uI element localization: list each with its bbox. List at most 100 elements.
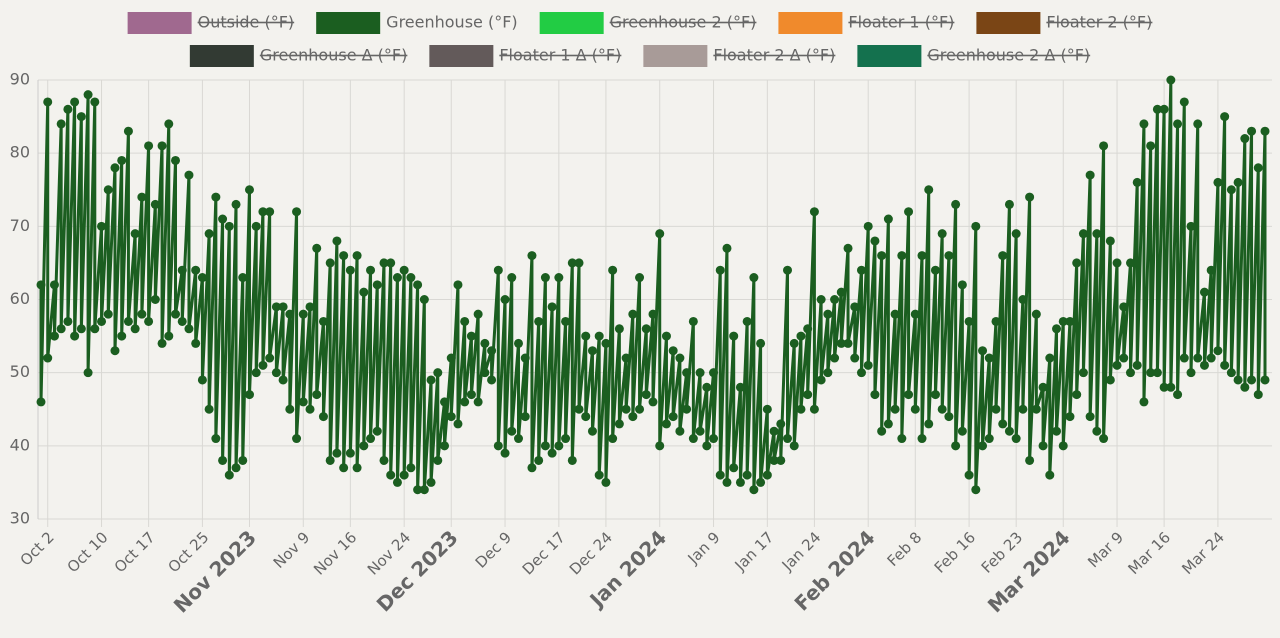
data-point [527, 251, 537, 261]
data-point [897, 434, 907, 444]
data-point [534, 316, 544, 326]
legend-item[interactable]: Floater 2 (°F) [976, 12, 1152, 34]
legend-item[interactable]: Greenhouse (°F) [316, 12, 518, 34]
data-point [587, 346, 597, 356]
data-point [776, 419, 786, 429]
data-point [567, 258, 577, 268]
data-point [1078, 368, 1088, 378]
data-point [924, 185, 934, 195]
legend-item[interactable]: Floater 1 Δ (°F) [429, 45, 621, 67]
data-point [641, 390, 651, 400]
data-point [1253, 163, 1263, 173]
legend-item[interactable]: Greenhouse Δ (°F) [189, 45, 408, 67]
data-point [628, 412, 638, 422]
legend-swatch [778, 12, 843, 34]
data-point [56, 119, 66, 129]
data-point [628, 309, 638, 319]
data-point [709, 368, 719, 378]
data-point [581, 412, 591, 422]
data-point [930, 265, 940, 275]
data-point [1119, 302, 1129, 312]
data-point [1253, 390, 1263, 400]
data-point [1004, 426, 1014, 436]
data-point [1247, 375, 1257, 385]
data-point [487, 375, 497, 385]
data-point [601, 477, 611, 487]
data-point [836, 338, 846, 348]
legend-item[interactable]: Floater 2 Δ (°F) [643, 45, 835, 67]
data-point [668, 412, 678, 422]
x-tick-label: Dec 9 [472, 528, 515, 571]
data-point [1119, 353, 1129, 363]
data-point [991, 316, 1001, 326]
data-point [742, 470, 752, 480]
data-point [440, 397, 450, 407]
data-point [1092, 229, 1102, 239]
data-point [426, 477, 436, 487]
data-point [1152, 368, 1162, 378]
data-point [500, 448, 510, 458]
data-point [776, 455, 786, 465]
data-point [312, 243, 322, 253]
data-point [218, 214, 228, 224]
data-point [648, 397, 658, 407]
data-point [951, 441, 961, 451]
data-point [1166, 382, 1176, 392]
data-point [527, 463, 537, 473]
data-point [1011, 434, 1021, 444]
data-point [83, 368, 93, 378]
data-point [756, 338, 766, 348]
data-point [971, 221, 981, 231]
data-point [789, 338, 799, 348]
data-point [554, 273, 564, 283]
data-point [910, 404, 920, 414]
legend-item[interactable]: Outside (°F) [127, 12, 295, 34]
legend-item[interactable]: Floater 1 (°F) [778, 12, 954, 34]
data-point [863, 360, 873, 370]
data-point [1045, 353, 1055, 363]
data-point [271, 368, 281, 378]
data-point [856, 265, 866, 275]
y-tick-label: 90 [10, 70, 30, 89]
data-point [218, 455, 228, 465]
legend-item[interactable]: Greenhouse 2 (°F) [539, 12, 757, 34]
data-point [49, 331, 59, 341]
data-point [493, 265, 503, 275]
data-point [184, 324, 194, 334]
data-point [729, 463, 739, 473]
data-point [789, 441, 799, 451]
data-point [883, 419, 893, 429]
data-point [460, 397, 470, 407]
legend-item[interactable]: Greenhouse 2 Δ (°F) [857, 45, 1090, 67]
data-point [695, 426, 705, 436]
data-point [809, 404, 819, 414]
data-point [1226, 368, 1236, 378]
data-point [1260, 375, 1270, 385]
data-point [594, 331, 604, 341]
data-point [1031, 309, 1041, 319]
data-point [843, 243, 853, 253]
data-point [386, 258, 396, 268]
data-point [534, 455, 544, 465]
data-point [63, 316, 73, 326]
data-point [561, 316, 571, 326]
data-point [487, 346, 497, 356]
data-point [520, 353, 530, 363]
data-point [621, 404, 631, 414]
data-point [453, 419, 463, 429]
data-point [231, 199, 241, 209]
data-point [769, 455, 779, 465]
data-point [305, 404, 315, 414]
data-point [211, 434, 221, 444]
data-point [359, 287, 369, 297]
data-point [796, 331, 806, 341]
data-point [1220, 360, 1230, 370]
data-point [1125, 258, 1135, 268]
legend-swatch [857, 45, 922, 67]
data-point [366, 265, 376, 275]
data-point [43, 97, 53, 107]
data-point [1199, 360, 1209, 370]
data-point [238, 273, 248, 283]
data-point [1112, 360, 1122, 370]
